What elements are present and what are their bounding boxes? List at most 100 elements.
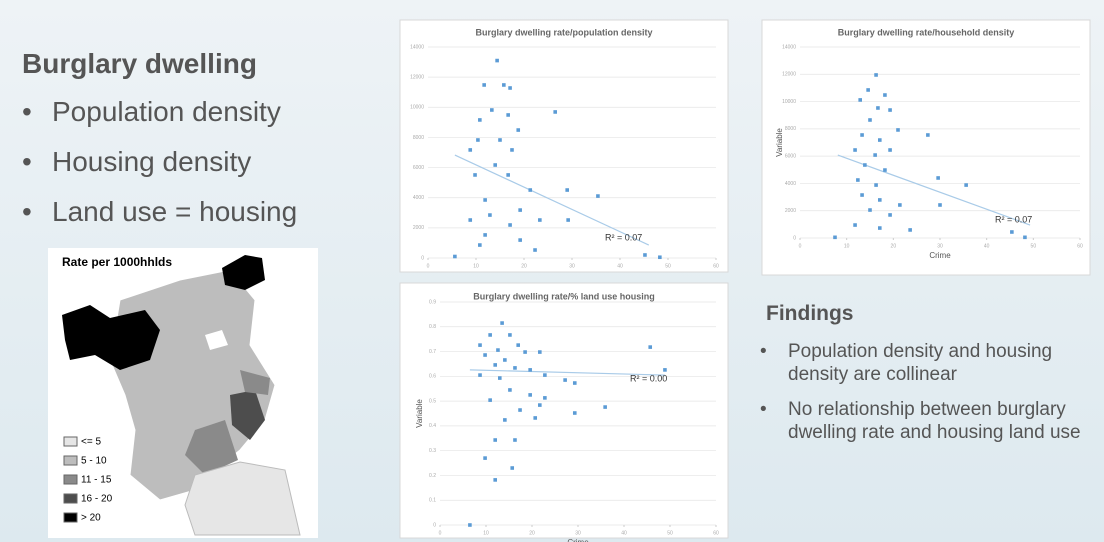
point — [508, 333, 512, 337]
point — [853, 223, 857, 227]
point — [528, 188, 533, 192]
map-region — [222, 255, 265, 290]
y-tick-label: 8000 — [785, 126, 796, 132]
point — [566, 218, 570, 222]
y-tick-label: 8000 — [413, 135, 424, 141]
point — [478, 373, 482, 377]
point — [502, 83, 506, 87]
point — [1023, 235, 1027, 240]
point — [572, 381, 577, 385]
point — [483, 456, 487, 460]
point — [888, 108, 892, 112]
y-tick-label: 0.3 — [429, 448, 436, 454]
finding-text: No relationship between burglary dwellin… — [788, 399, 1081, 443]
point — [866, 88, 870, 92]
point — [510, 466, 515, 470]
chart-frame — [399, 282, 729, 539]
point — [488, 333, 492, 337]
point — [498, 138, 502, 142]
y-tick-label: 14000 — [410, 44, 424, 50]
y-tick-label: 4000 — [413, 195, 424, 201]
point — [468, 148, 473, 152]
point — [908, 228, 912, 232]
x-tick-label: 50 — [667, 530, 673, 536]
point — [453, 254, 457, 259]
point — [498, 376, 502, 380]
y-axis-label: Variable — [415, 399, 424, 428]
y-tick-label: 0 — [433, 522, 436, 528]
point — [538, 350, 542, 354]
x-tick-label: 10 — [483, 530, 489, 536]
point — [543, 396, 547, 400]
x-tick-label: 40 — [621, 530, 627, 536]
point — [658, 255, 662, 260]
chart-frame — [761, 19, 1091, 276]
x-tick-label: 20 — [891, 243, 897, 249]
point — [493, 438, 497, 442]
point — [873, 153, 877, 157]
point — [483, 233, 487, 237]
bullet: Population density — [22, 96, 281, 128]
bullet: Housing density — [22, 146, 251, 178]
point — [538, 218, 542, 222]
y-tick-label: 12000 — [782, 72, 796, 78]
point — [565, 188, 569, 192]
point — [868, 208, 872, 212]
legend-swatch — [63, 474, 78, 485]
trendline — [454, 154, 650, 246]
chart: Burglary dwelling rate/household density… — [761, 19, 1091, 276]
map: Rate per 1000hhlds <= 5 5 - 10 11 - 15 1… — [48, 248, 318, 538]
point — [482, 83, 486, 87]
point — [508, 223, 512, 227]
point — [503, 418, 507, 422]
point — [663, 368, 667, 372]
finding: Population density and housing density a… — [760, 340, 1104, 386]
point — [603, 405, 607, 409]
finding-text: Population density and housing density a… — [788, 341, 1053, 385]
point — [553, 110, 557, 114]
map-region — [62, 305, 160, 370]
point — [888, 213, 892, 217]
x-tick-label: 20 — [521, 263, 527, 269]
legend-label: 16 - 20 — [81, 494, 113, 505]
map-region — [230, 390, 265, 440]
point — [493, 163, 497, 167]
point — [878, 138, 882, 142]
y-tick-label: 0 — [793, 235, 796, 241]
y-axis-label: Variable — [775, 128, 784, 157]
findings-title: Findings — [766, 302, 854, 325]
legend-label: <= 5 — [81, 437, 101, 448]
y-tick-label: 10000 — [782, 99, 796, 105]
x-tick-label: 30 — [937, 243, 943, 249]
map-region — [185, 420, 238, 475]
point — [926, 133, 930, 137]
y-tick-label: 2000 — [785, 208, 796, 214]
point — [874, 73, 878, 77]
x-axis-label: Crime — [567, 538, 589, 542]
trendline — [837, 154, 1031, 226]
point — [476, 138, 480, 142]
point — [868, 118, 872, 122]
map-region — [205, 330, 228, 350]
point — [518, 208, 522, 212]
x-tick-label: 40 — [617, 263, 623, 269]
point — [478, 118, 482, 122]
x-tick-label: 0 — [427, 263, 430, 269]
point — [643, 253, 647, 257]
point — [488, 398, 492, 402]
point — [503, 358, 507, 362]
point — [506, 113, 510, 117]
point — [876, 106, 880, 110]
point — [878, 226, 882, 230]
point — [883, 168, 887, 172]
point — [510, 148, 514, 152]
finding: No relationship between burglary dwellin… — [760, 398, 1104, 444]
point — [543, 373, 547, 377]
legend-swatch — [63, 455, 78, 466]
annotation: R² = 0.07 — [995, 214, 1032, 224]
point — [878, 198, 882, 202]
y-tick-label: 0.6 — [429, 374, 436, 380]
y-tick-label: 12000 — [410, 74, 424, 80]
